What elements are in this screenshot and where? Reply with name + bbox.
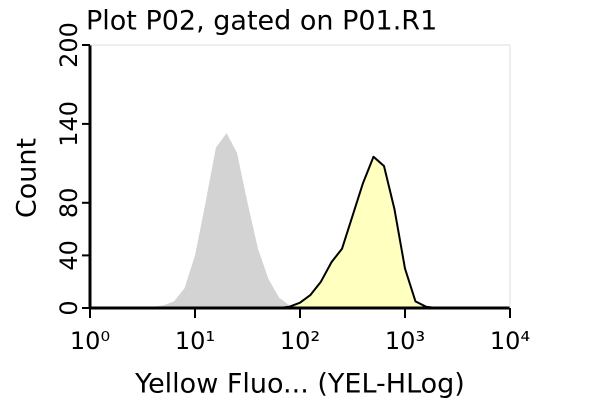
x-tick-label: 10³ [385, 327, 425, 355]
y-tick-label: 140 [55, 101, 83, 147]
x-tick-label: 10¹ [175, 327, 215, 355]
x-axis-label: Yellow Fluo... (YEL-HLog) [134, 369, 465, 400]
histogram-area [90, 133, 510, 308]
x-tick-label: 10² [280, 327, 320, 355]
y-tick-label: 200 [55, 22, 83, 68]
histogram-area [90, 155, 510, 309]
x-tick-label: 10⁰ [70, 327, 110, 355]
y-tick-label: 40 [55, 240, 83, 271]
chart-title: Plot P02, gated on P01.R1 [86, 6, 437, 37]
y-axis-label: Count [12, 138, 43, 218]
y-tick-label: 80 [55, 188, 83, 219]
y-tick-label: 0 [55, 300, 83, 315]
x-tick-label: 10⁴ [490, 327, 530, 355]
